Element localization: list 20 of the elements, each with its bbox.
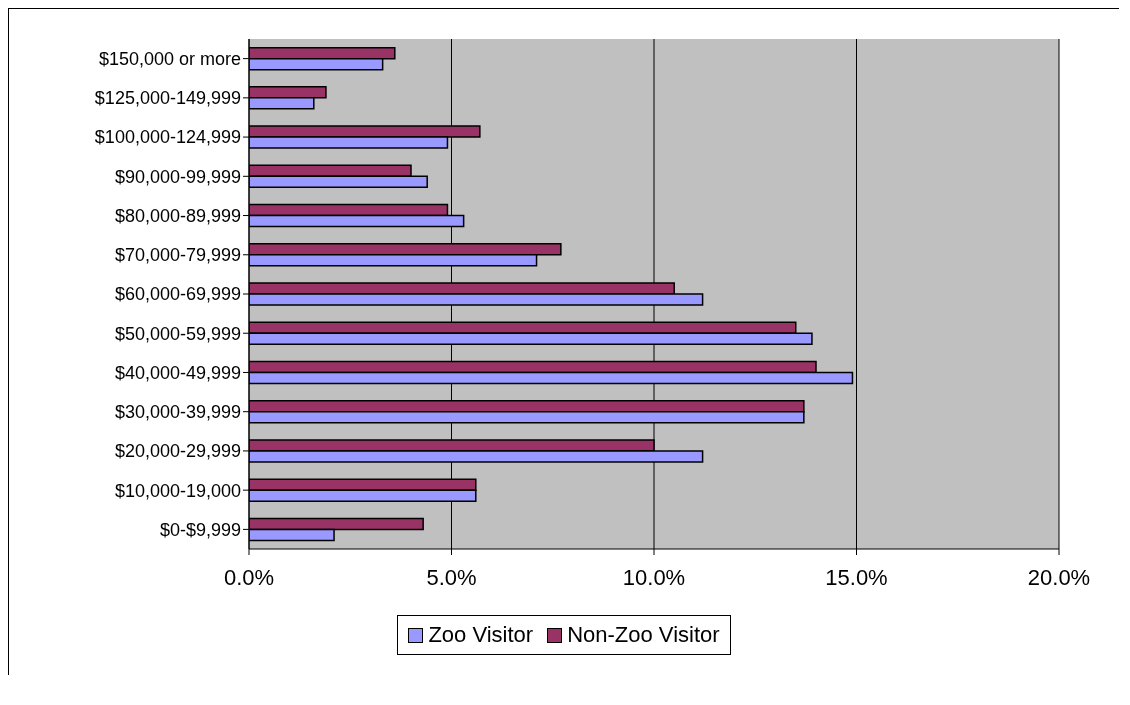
legend-label: Zoo Visitor [427, 622, 534, 648]
y-tick-label: $125,000-149,999 [94, 88, 241, 109]
y-tick-label: $30,000-39,999 [114, 402, 241, 423]
y-tick-label: $60,000-69,999 [114, 284, 241, 305]
y-tick-label: $20,000-29,999 [114, 441, 241, 462]
x-tick-label: 0.0% [223, 564, 275, 590]
y-tick-label: $70,000-79,999 [114, 245, 241, 266]
y-tick-label: $40,000-49,999 [114, 362, 241, 383]
x-tick-label: 15.0% [825, 564, 888, 590]
x-tick-label: 5.0% [426, 564, 477, 590]
y-tick-label: $10,000-19,000 [114, 480, 241, 501]
y-tick-label: $100,000-124,999 [94, 127, 241, 148]
y-tick-label: $50,000-59,999 [114, 323, 241, 344]
y-tick-label: $0-$9,999 [159, 519, 241, 540]
x-tick-label: 20.0% [1027, 564, 1091, 590]
y-tick-label: $150,000 or more [98, 49, 241, 70]
y-tick-label: $80,000-89,999 [114, 205, 241, 226]
x-tick-label: 10.0% [622, 564, 686, 590]
legend-label: Non-Zoo Visitor [566, 622, 720, 648]
y-tick-label: $90,000-99,999 [114, 166, 241, 187]
